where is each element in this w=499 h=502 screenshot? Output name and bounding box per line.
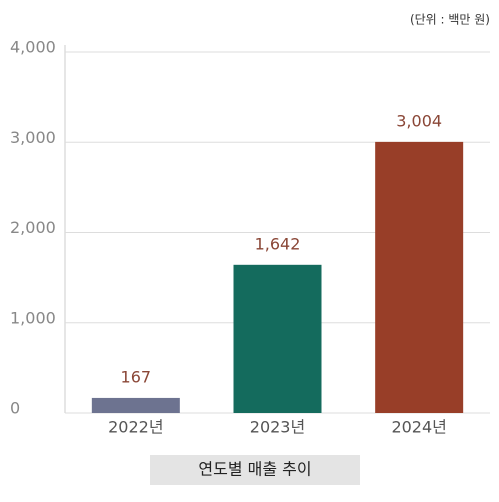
value-label: 167 (121, 367, 152, 386)
caption-band (150, 455, 360, 485)
y-tick-label: 3,000 (10, 128, 56, 147)
bar (91, 397, 180, 413)
x-tick-label: 2024년 (391, 418, 446, 437)
y-tick-label: 0 (10, 399, 20, 418)
y-tick-label: 4,000 (10, 38, 56, 57)
value-label: 3,004 (396, 111, 442, 130)
unit-note: (단위 : 백만 원) (410, 13, 490, 27)
caption: 연도별 매출 추이 (198, 460, 311, 479)
y-tick-label: 2,000 (10, 218, 56, 237)
x-tick-label: 2022년 (108, 418, 163, 437)
bar (233, 264, 322, 413)
value-label: 1,642 (255, 234, 301, 253)
bar (375, 141, 464, 413)
x-tick-label: 2023년 (250, 418, 305, 437)
y-tick-label: 1,000 (10, 308, 56, 327)
